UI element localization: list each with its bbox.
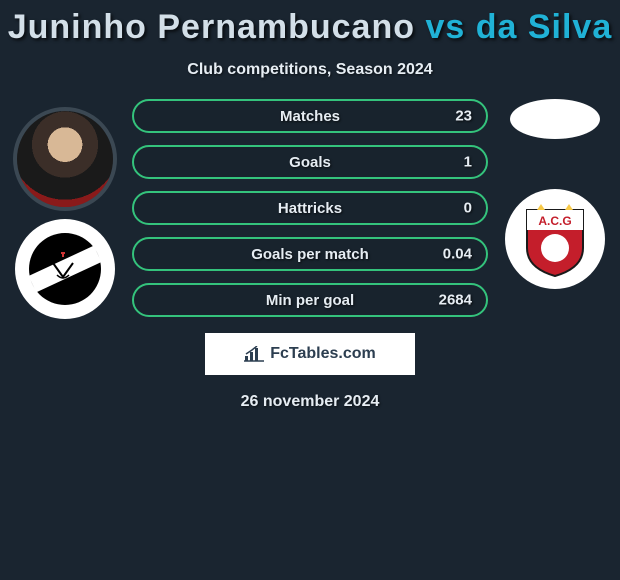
stat-row-matches: Matches 23	[132, 99, 488, 133]
stat-value-right: 1	[464, 154, 472, 171]
left-column	[6, 99, 124, 319]
stat-label: Hattricks	[278, 200, 342, 217]
date-text: 26 november 2024	[0, 393, 620, 411]
comparison-card: Juninho Pernambucano vs da Silva Club co…	[0, 0, 620, 411]
player2-club-badge: A.C.G	[505, 189, 605, 289]
stat-label: Goals per match	[251, 246, 369, 263]
stat-label: Matches	[280, 108, 340, 125]
page-title: Juninho Pernambucano vs da Silva	[0, 8, 620, 47]
stat-value-right: 0.04	[443, 246, 472, 263]
right-column: A.C.G	[496, 99, 614, 289]
player-face-icon	[17, 111, 113, 207]
subtitle: Club competitions, Season 2024	[0, 61, 620, 79]
stats-column: Matches 23 Goals 1 Hattricks 0 Goals per…	[124, 99, 496, 317]
player1-club-badge	[15, 219, 115, 319]
brand-box[interactable]: FcTables.com	[205, 333, 415, 375]
stat-label: Goals	[289, 154, 331, 171]
player1-avatar	[13, 107, 117, 211]
acg-badge-icon: A.C.G	[521, 200, 589, 278]
title-player2: da Silva	[476, 8, 613, 46]
title-vs: vs	[425, 8, 465, 46]
title-player1: Juninho Pernambucano	[8, 8, 415, 46]
stat-row-hattricks: Hattricks 0	[132, 191, 488, 225]
svg-text:A.C.G: A.C.G	[538, 214, 571, 228]
stat-value-right: 23	[455, 108, 472, 125]
vasco-badge-icon	[29, 233, 101, 305]
bar-chart-icon	[244, 346, 264, 362]
player2-avatar-placeholder	[510, 99, 600, 139]
stat-value-right: 2684	[439, 292, 472, 309]
stat-row-gpm: Goals per match 0.04	[132, 237, 488, 271]
content-row: Matches 23 Goals 1 Hattricks 0 Goals per…	[0, 99, 620, 319]
stat-row-goals: Goals 1	[132, 145, 488, 179]
brand-text: FcTables.com	[270, 345, 376, 363]
stat-row-mpg: Min per goal 2684	[132, 283, 488, 317]
stat-label: Min per goal	[266, 292, 354, 309]
stat-value-right: 0	[464, 200, 472, 217]
